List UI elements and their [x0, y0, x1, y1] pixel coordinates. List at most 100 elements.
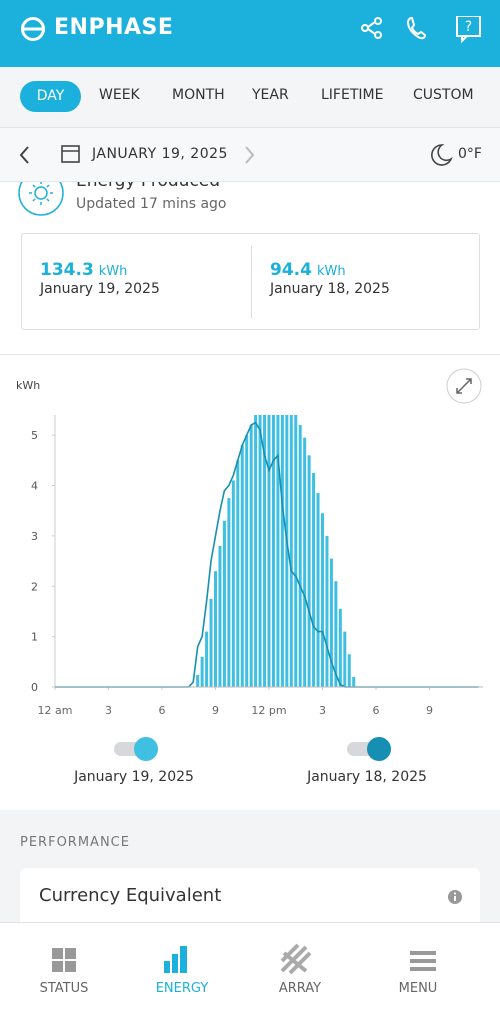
date-icons [19, 145, 255, 164]
total-date: January 19, 2025 [40, 281, 160, 297]
period-tab[interactable]: YEAR [252, 87, 289, 103]
performance-section: PERFORMANCE Currency Equivalent [0, 810, 500, 922]
totals-card: 134.3 kWh January 19, 2025 94.4 kWh January 1… [21, 233, 480, 330]
y-tick-label: 3 [31, 530, 38, 543]
updated-note: Updated 17 mins ago [76, 196, 227, 212]
bar [236, 460, 240, 687]
period-tab[interactable]: DAY [20, 81, 81, 112]
date-bar: JANUARY 19, 2025 0°F [0, 128, 500, 182]
bar [200, 656, 204, 687]
x-tick-label: 9 [212, 704, 219, 717]
bar [227, 498, 231, 687]
nav-icons [52, 943, 436, 975]
period-tab[interactable]: LIFETIME [321, 87, 384, 103]
logo-icon [21, 17, 45, 41]
bar [347, 654, 351, 687]
bar [294, 415, 298, 687]
info-icon[interactable] [447, 889, 463, 905]
period-tab[interactable]: WEEK [99, 87, 140, 103]
legend-toggle-knob[interactable] [367, 737, 391, 761]
x-tick-label: 9 [426, 704, 433, 717]
bar [267, 415, 271, 687]
bar [254, 415, 258, 687]
bar [205, 631, 209, 687]
bar [325, 535, 329, 687]
bar [240, 445, 244, 687]
expand-icon [456, 378, 472, 394]
moon-icon [431, 144, 453, 166]
total-value-row: 134.3 kWh [40, 260, 127, 280]
bar [214, 571, 217, 687]
bar [329, 558, 333, 687]
total-value: 94.4 [270, 260, 312, 280]
bar [196, 674, 200, 687]
bar [263, 415, 267, 687]
period-tabs: DAY WEEK MONTH YEAR LIFETIME CUSTOM [0, 67, 500, 128]
y-tick-label: 1 [31, 631, 38, 644]
x-tick-label: 12 am [38, 704, 73, 717]
energy-section: Energy Produced Updated 17 mins ago 134.… [0, 172, 500, 355]
nav-item[interactable]: MENU [398, 981, 438, 996]
performance-heading: PERFORMANCE [20, 835, 130, 850]
total-unit: kWh [98, 264, 128, 279]
chart-area: kWh 0 1 2 3 4 5 12 am 3 6 9 12 pm 3 6 9 January 19, 202… [0, 354, 500, 811]
x-tick-label: 6 [159, 704, 166, 717]
date-label[interactable]: JANUARY 19, 2025 [92, 146, 228, 162]
nav-item[interactable]: ARRAY [278, 981, 322, 996]
bar [271, 415, 275, 687]
y-axis-label: kWh [16, 379, 40, 392]
bar [312, 472, 316, 687]
y-tick-label: 0 [31, 681, 38, 694]
bar [298, 425, 302, 687]
header: ENPHASE ? [0, 0, 500, 67]
sun-icon [18, 172, 64, 216]
legend-label: January 19, 2025 [73, 769, 194, 785]
period-tab[interactable]: MONTH [172, 87, 225, 103]
currency-card[interactable]: Currency Equivalent [20, 868, 480, 922]
legend-label: January 18, 2025 [306, 769, 427, 785]
svg-text:?: ? [465, 19, 472, 35]
period-tab[interactable]: CUSTOM [413, 87, 474, 103]
bar [303, 437, 307, 687]
bar [245, 435, 249, 687]
bar [316, 493, 320, 687]
bar [334, 581, 338, 687]
brand: ENPHASE [54, 15, 174, 40]
x-tick-label: 3 [319, 704, 326, 717]
nav-item[interactable]: ENERGY [155, 981, 209, 996]
bar [218, 545, 222, 687]
bar [231, 480, 235, 687]
bar [321, 513, 324, 687]
series-line [55, 421, 479, 688]
bar [307, 455, 311, 687]
bar [258, 415, 262, 687]
total-unit: kWh [316, 264, 346, 279]
legend-toggle-knob[interactable] [134, 737, 158, 761]
card-title: Currency Equivalent [39, 885, 222, 906]
nav-item[interactable]: STATUS [39, 981, 89, 996]
y-tick-label: 4 [31, 480, 38, 493]
total-value-row: 94.4 kWh [270, 260, 346, 280]
temperature: 0°F [458, 146, 482, 162]
total-value: 134.3 [40, 260, 94, 280]
y-tick-label: 5 [31, 429, 38, 442]
bar [352, 676, 356, 687]
bar [343, 631, 347, 687]
bar [276, 415, 280, 687]
bar [249, 425, 253, 687]
bottom-nav: STATUS ENERGY ARRAY MENU [0, 922, 500, 1015]
bar [285, 415, 289, 687]
bar [289, 415, 293, 687]
x-tick-label: 12 pm [251, 704, 286, 717]
bar [222, 520, 226, 687]
x-tick-label: 6 [373, 704, 380, 717]
divider [251, 246, 252, 318]
bar [209, 598, 213, 687]
header-icons: ? [361, 16, 481, 44]
bar [338, 608, 342, 687]
bar [280, 415, 284, 687]
chart: kWh 0 1 2 3 4 5 12 am 3 6 9 12 pm 3 6 9 January 19, 202… [16, 368, 483, 785]
x-tick-label: 3 [105, 704, 112, 717]
total-date: January 18, 2025 [270, 281, 390, 297]
